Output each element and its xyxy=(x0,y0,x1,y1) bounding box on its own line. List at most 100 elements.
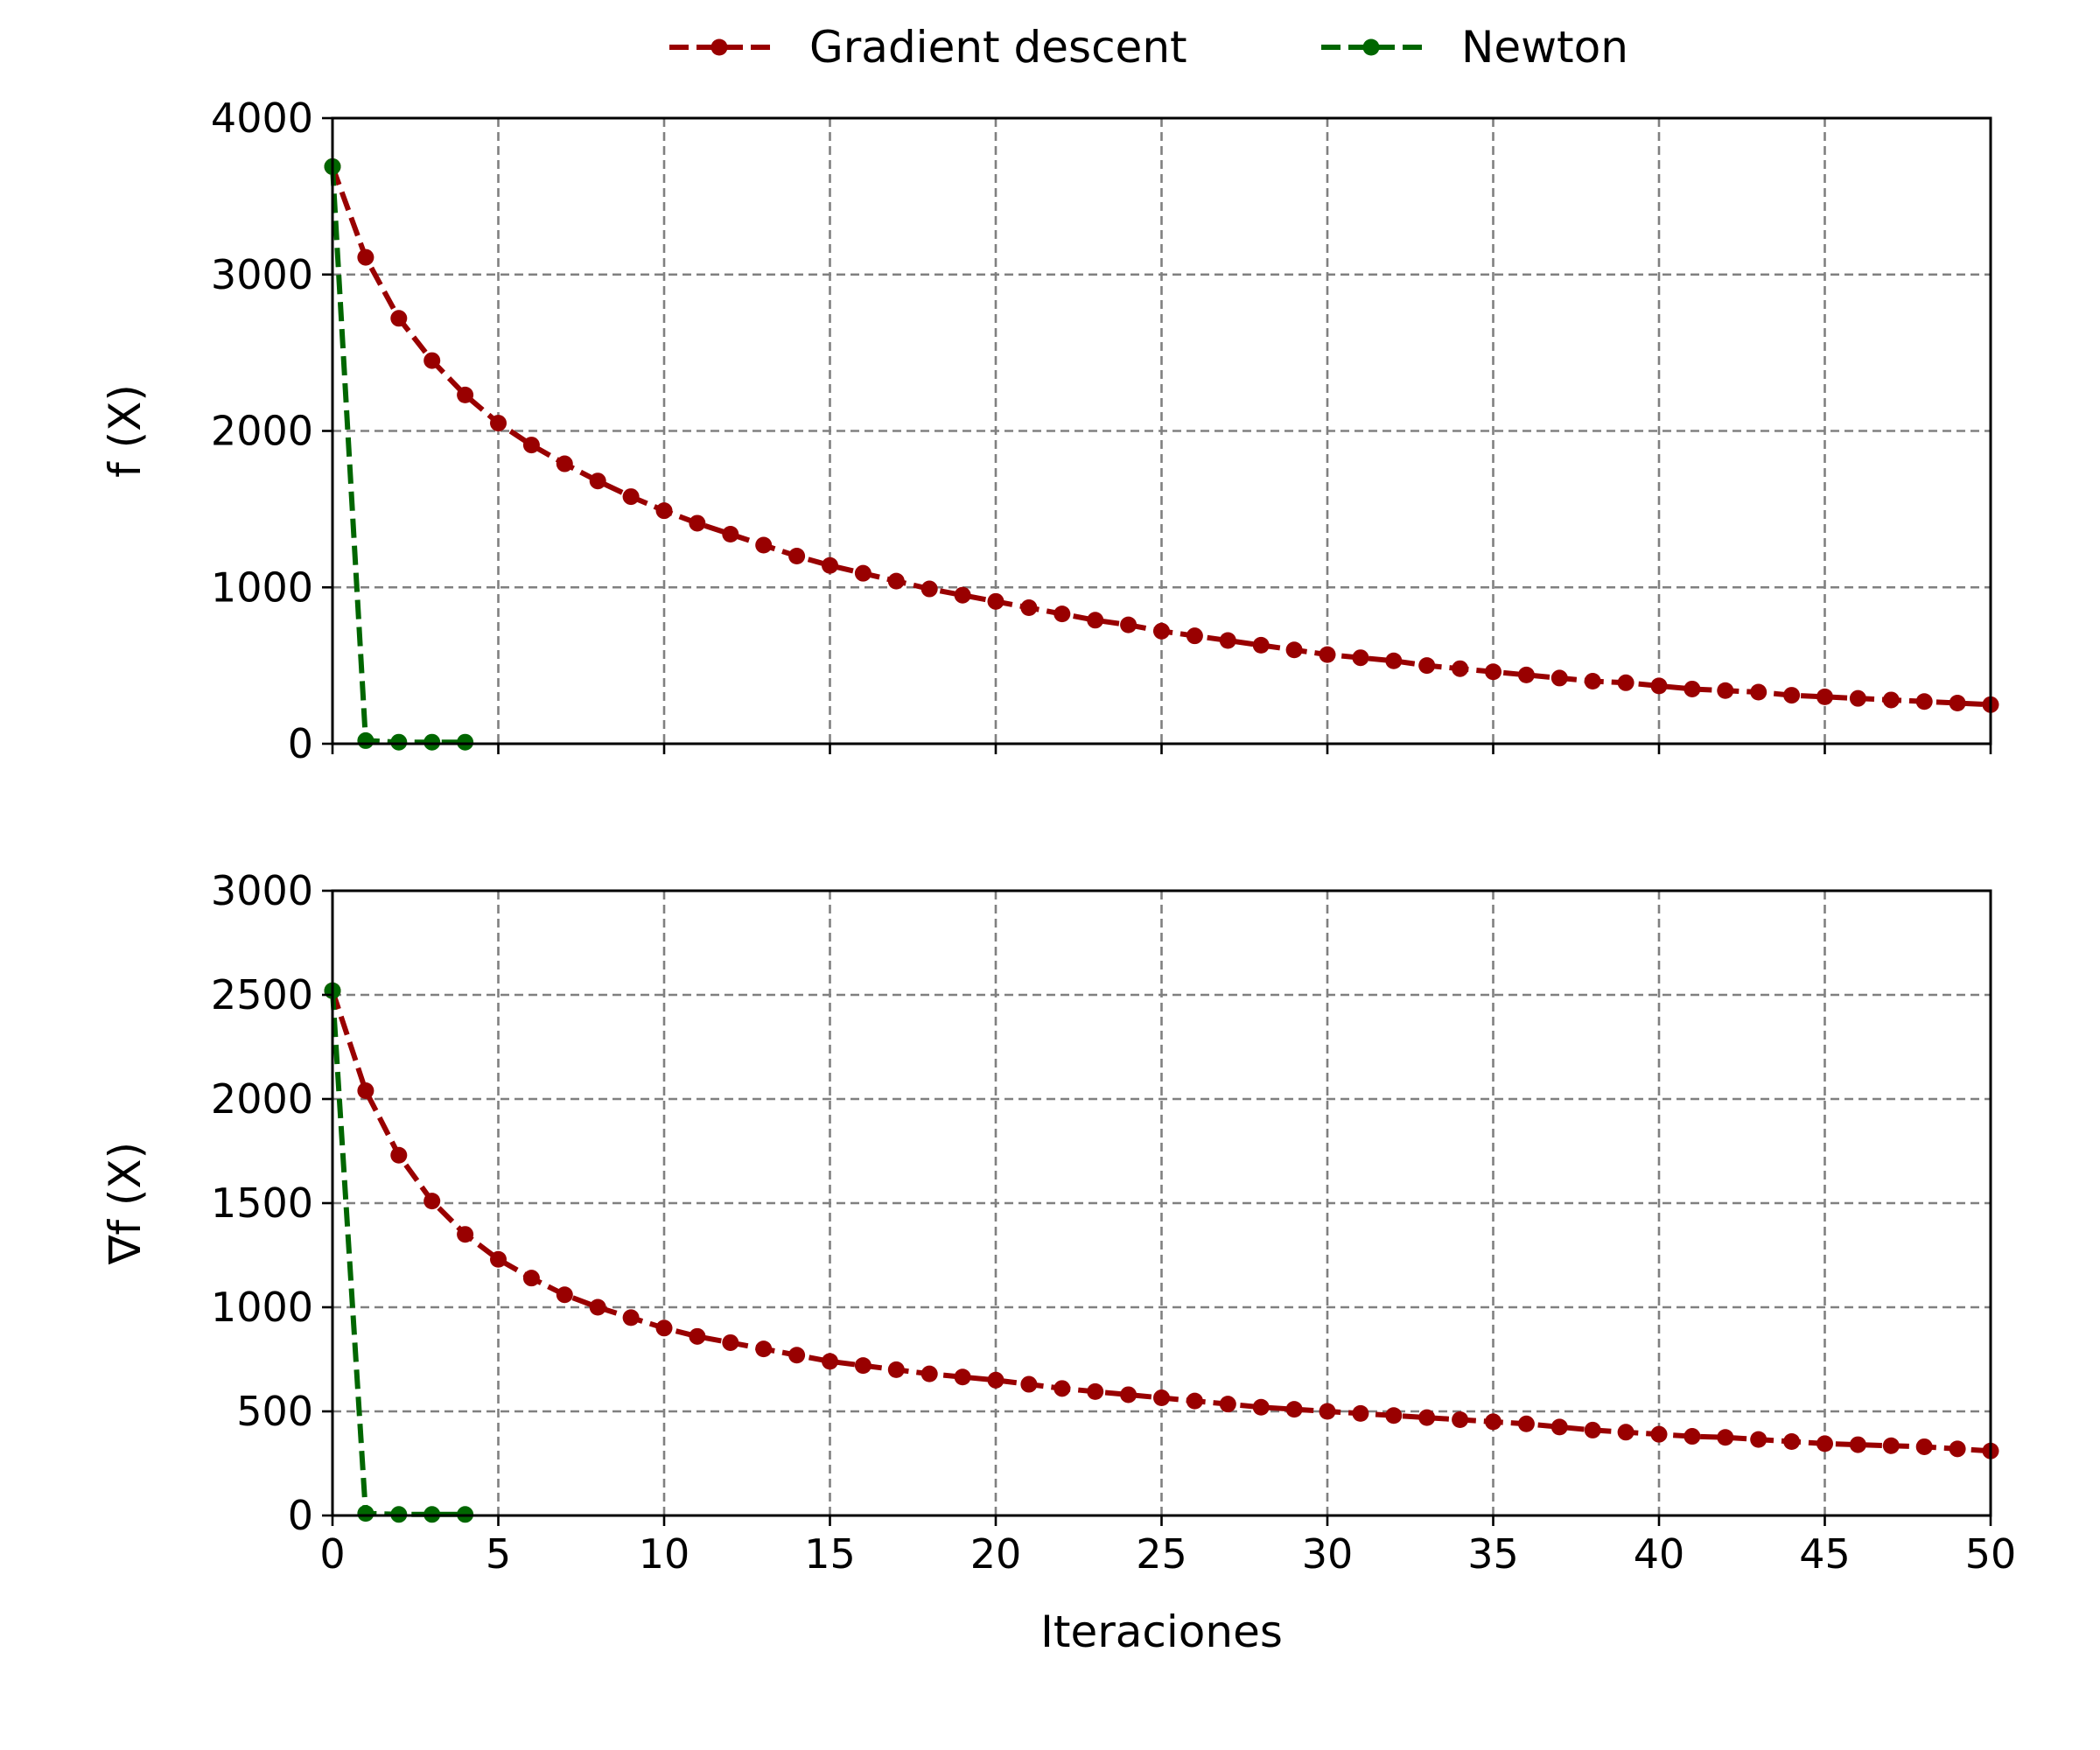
data-point-gradient-descent-2 xyxy=(390,1146,408,1164)
data-point-gradient-descent-48 xyxy=(1915,693,1933,710)
x-tick-label-0: 0 xyxy=(319,1530,345,1578)
grid xyxy=(332,891,1991,1516)
data-point-gradient-descent-33 xyxy=(1418,1409,1436,1426)
y-tick-label-2500: 2500 xyxy=(211,971,313,1018)
y-tick-label-2000: 2000 xyxy=(211,408,313,455)
data-point-gradient-descent-45 xyxy=(1816,1435,1833,1452)
data-point-gradient-descent-6 xyxy=(522,437,540,454)
data-point-gradient-descent-20 xyxy=(987,1371,1004,1389)
series-newton xyxy=(324,158,474,751)
data-point-gradient-descent-4 xyxy=(457,386,474,403)
data-point-gradient-descent-7 xyxy=(556,455,573,472)
data-point-gradient-descent-22 xyxy=(1054,606,1071,623)
y-axis-label: ∇f (X) xyxy=(100,1142,150,1265)
data-point-newton-3 xyxy=(424,733,441,751)
y-tick-label-1000: 1000 xyxy=(211,564,313,611)
data-point-gradient-descent-4 xyxy=(457,1226,474,1243)
data-point-gradient-descent-12 xyxy=(722,525,739,542)
data-point-gradient-descent-37 xyxy=(1550,1418,1568,1436)
data-point-gradient-descent-27 xyxy=(1219,632,1236,649)
legend-entry-gradient-descent: Gradient descent xyxy=(669,22,1187,73)
data-point-gradient-descent-16 xyxy=(854,564,872,582)
x-tick-label-40: 40 xyxy=(1634,1530,1685,1578)
data-point-gradient-descent-33 xyxy=(1418,657,1436,675)
legend-entry-newton: Newton xyxy=(1321,22,1628,73)
data-point-gradient-descent-34 xyxy=(1452,1411,1469,1429)
data-point-gradient-descent-49 xyxy=(1949,695,1966,712)
series-line-newton xyxy=(330,166,466,746)
data-point-gradient-descent-47 xyxy=(1882,691,1900,709)
data-point-gradient-descent-15 xyxy=(822,1353,838,1370)
data-point-gradient-descent-48 xyxy=(1915,1438,1933,1455)
data-point-gradient-descent-36 xyxy=(1517,1415,1535,1432)
x-tick-label-5: 5 xyxy=(486,1530,511,1578)
data-point-gradient-descent-41 xyxy=(1684,1428,1701,1446)
legend-label: Gradient descent xyxy=(809,22,1187,73)
data-point-gradient-descent-5 xyxy=(490,415,507,432)
y-tick-label-500: 500 xyxy=(236,1388,313,1435)
data-point-gradient-descent-23 xyxy=(1087,612,1104,629)
data-point-gradient-descent-10 xyxy=(655,502,673,520)
data-point-gradient-descent-28 xyxy=(1252,636,1270,654)
data-point-gradient-descent-39 xyxy=(1617,1424,1634,1441)
series-line-newton xyxy=(330,990,466,1517)
data-point-gradient-descent-17 xyxy=(887,572,905,590)
y-tick-label-1500: 1500 xyxy=(211,1180,313,1227)
data-point-gradient-descent-32 xyxy=(1385,652,1403,669)
y-axis-label: f (X) xyxy=(100,384,150,478)
data-point-gradient-descent-24 xyxy=(1120,616,1138,634)
series-gradient-descent xyxy=(324,982,1999,1460)
data-point-gradient-descent-25 xyxy=(1153,622,1170,640)
data-point-gradient-descent-38 xyxy=(1584,673,1601,690)
data-point-gradient-descent-3 xyxy=(424,352,441,369)
y-tick-label-0: 0 xyxy=(288,1492,313,1539)
data-point-gradient-descent-41 xyxy=(1684,680,1701,697)
data-point-gradient-descent-46 xyxy=(1849,690,1866,707)
data-point-gradient-descent-35 xyxy=(1485,663,1502,681)
data-point-gradient-descent-34 xyxy=(1452,660,1469,677)
x-tick-label-35: 35 xyxy=(1467,1530,1519,1578)
data-point-gradient-descent-20 xyxy=(987,592,1004,610)
data-point-gradient-descent-3 xyxy=(424,1193,441,1210)
data-point-gradient-descent-17 xyxy=(887,1361,905,1378)
data-point-gradient-descent-10 xyxy=(655,1320,673,1337)
data-point-gradient-descent-18 xyxy=(920,580,938,598)
x-tick-label-20: 20 xyxy=(970,1530,1022,1578)
y-tick-label-3000: 3000 xyxy=(211,251,313,298)
data-point-gradient-descent-5 xyxy=(490,1250,507,1268)
series-gradient-descent xyxy=(324,158,1999,713)
data-point-gradient-descent-21 xyxy=(1020,1376,1038,1393)
data-point-gradient-descent-40 xyxy=(1650,1425,1668,1443)
data-point-gradient-descent-40 xyxy=(1650,677,1668,695)
data-point-gradient-descent-46 xyxy=(1849,1436,1866,1453)
data-point-gradient-descent-19 xyxy=(954,586,971,604)
data-point-gradient-descent-31 xyxy=(1352,1404,1369,1422)
data-point-gradient-descent-8 xyxy=(589,1298,606,1316)
data-point-gradient-descent-29 xyxy=(1285,1401,1303,1418)
data-point-gradient-descent-7 xyxy=(556,1286,573,1304)
data-point-gradient-descent-27 xyxy=(1219,1396,1236,1413)
x-tick-label-50: 50 xyxy=(1965,1530,2017,1578)
data-point-gradient-descent-49 xyxy=(1949,1440,1966,1458)
data-point-gradient-descent-43 xyxy=(1750,683,1768,701)
data-point-newton-1 xyxy=(357,732,374,749)
data-point-gradient-descent-14 xyxy=(788,548,806,564)
x-tick-label-30: 30 xyxy=(1302,1530,1354,1578)
y-tick-label-3000: 3000 xyxy=(211,867,313,914)
data-point-gradient-descent-1 xyxy=(357,1082,374,1099)
data-point-gradient-descent-31 xyxy=(1352,649,1369,667)
y-tick-label-2000: 2000 xyxy=(211,1075,313,1123)
data-point-gradient-descent-13 xyxy=(755,536,773,554)
bottom-panel-gradient: 0 5 10 15 20 25 30 35 40 45 5005001000150020002500… xyxy=(100,867,2016,1657)
data-point-gradient-descent-42 xyxy=(1717,682,1734,699)
data-point-gradient-descent-38 xyxy=(1584,1421,1601,1438)
series-newton xyxy=(324,982,474,1523)
y-tick-label-1000: 1000 xyxy=(211,1284,313,1331)
data-point-gradient-descent-18 xyxy=(920,1365,938,1382)
grid xyxy=(332,118,1991,744)
data-point-newton-1 xyxy=(357,1505,374,1522)
data-point-gradient-descent-32 xyxy=(1385,1407,1403,1424)
data-point-gradient-descent-2 xyxy=(390,310,408,327)
x-tick-label-45: 45 xyxy=(1799,1530,1851,1578)
